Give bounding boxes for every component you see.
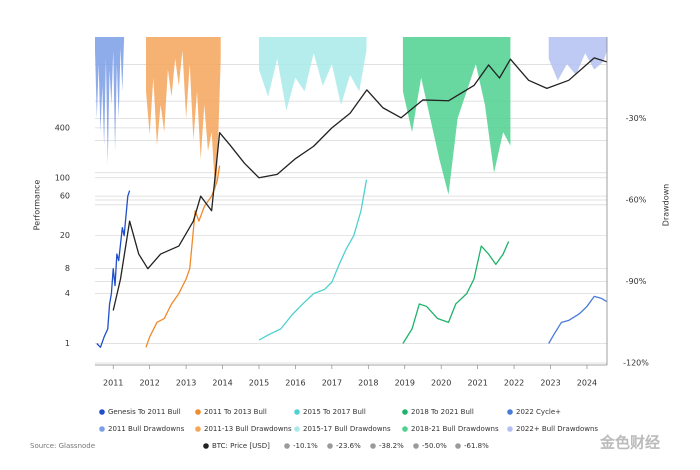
legend-marker: [413, 443, 419, 449]
legend-marker: [99, 426, 105, 432]
legend-marker: [402, 409, 408, 415]
drawdown-area: [95, 37, 125, 165]
series-line: [96, 190, 131, 348]
series-line: [548, 295, 608, 344]
legend-marker: [402, 426, 408, 432]
y-tick-label: 100: [55, 173, 70, 182]
legend-label: 2015 To 2017 Bull: [303, 408, 366, 416]
legend-marker: [455, 443, 461, 449]
source: Source: Glassnode: [30, 442, 95, 450]
legend-marker: [195, 426, 201, 432]
legend-label: 2022 Cycle+: [516, 408, 561, 416]
legend-marker: [99, 409, 105, 415]
y-tick-label: 1: [65, 339, 70, 348]
x-tick-label: 2011: [103, 379, 123, 388]
legend-label: 2018 To 2021 Bull: [411, 408, 474, 416]
x-tick-label: 2017: [322, 379, 342, 388]
x-tick-label: 2020: [431, 379, 451, 388]
y2-tick-label: -30%: [626, 114, 647, 123]
x-tick-label: 2023: [540, 379, 560, 388]
x-tick-label: 2022: [504, 379, 524, 388]
y2-tick-label: -60%: [626, 196, 647, 205]
legend-label: -50.0%: [422, 442, 447, 450]
legend-marker: [284, 443, 290, 449]
legend-label: 2011 Bull Drawdowns: [108, 425, 185, 433]
watermark: 金色财经: [599, 434, 660, 452]
y-tick-label: 8: [65, 264, 70, 273]
y-tick-label: 60: [60, 192, 70, 201]
legend-label: -23.6%: [336, 442, 361, 450]
y-tick-label: 20: [60, 231, 70, 240]
drawdown-area: [548, 37, 607, 81]
drawdown-area: [258, 37, 367, 111]
legend-label: -61.8%: [464, 442, 489, 450]
legend-marker: [294, 409, 300, 415]
legend-marker: [294, 426, 300, 432]
legend-marker: [195, 409, 201, 415]
drawdown-area: [146, 37, 221, 192]
x-tick-label: 2014: [212, 379, 232, 388]
legend-label: 2022+ Bull Drawdowns: [516, 425, 598, 433]
y-tick-label: 400: [55, 123, 70, 132]
y2-tick-label: -90%: [626, 277, 647, 286]
x-tick-label: 2016: [285, 379, 305, 388]
legend-label: 2011-13 Bull Drawdowns: [204, 425, 292, 433]
x-tick-label: 2018: [358, 379, 378, 388]
legend-marker: [327, 443, 333, 449]
y-tick-label: 4: [65, 289, 70, 298]
y-axis-label: Performance: [33, 180, 42, 231]
x-tick-label: 2012: [139, 379, 159, 388]
legend-marker: [507, 409, 513, 415]
legend-label: -38.2%: [379, 442, 404, 450]
legend-label: 2018-21 Bull Drawdowns: [411, 425, 499, 433]
x-tick-label: 2019: [395, 379, 415, 388]
y2-axis-label: Drawdown: [662, 184, 671, 226]
legend-label: BTC: Price [USD]: [212, 442, 270, 450]
legend-label: 2015-17 Bull Drawdowns: [303, 425, 391, 433]
x-tick-label: 2013: [176, 379, 196, 388]
legend-marker: [370, 443, 376, 449]
y2-tick-label: -120%: [623, 359, 649, 368]
legend-label: 2011 To 2013 Bull: [204, 408, 267, 416]
series-line: [112, 57, 608, 311]
series-line: [145, 165, 221, 348]
series-line: [258, 179, 368, 341]
legend-marker: [507, 426, 513, 432]
x-tick-label: 2021: [467, 379, 487, 388]
x-tick-label: 2024: [577, 379, 597, 388]
x-tick-label: 2015: [249, 379, 269, 388]
drawdown-area: [402, 37, 511, 195]
legend-marker: [203, 443, 209, 449]
legend-label: -10.1%: [293, 442, 318, 450]
series-line: [402, 241, 510, 344]
legend-label: Genesis To 2011 Bull: [108, 408, 181, 416]
